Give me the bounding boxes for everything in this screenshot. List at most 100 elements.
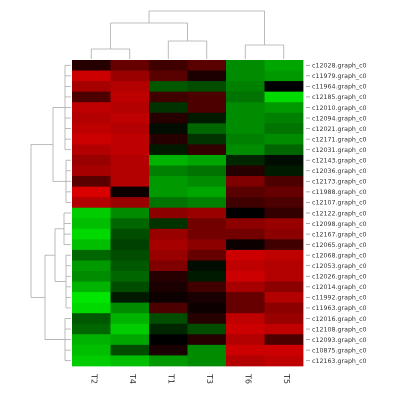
heatmap-cell (264, 102, 304, 114)
heatmap-cell (149, 207, 188, 219)
heatmap-cell (110, 249, 150, 261)
heatmap-cell (226, 271, 265, 282)
heatmap-cell (226, 197, 265, 209)
heatmap-cell (72, 154, 111, 166)
heatmap-cell (149, 292, 188, 304)
column-label: T4 (128, 373, 137, 384)
row-label: c12108.graph_c0 (312, 326, 367, 333)
heatmap-cell (149, 144, 188, 156)
row-labels: c12028.graph_c0 c11979.graph_c0 c11964.gra… (306, 63, 367, 365)
row-label: c12185.graph_c0 (312, 94, 367, 101)
heatmap-cell (264, 281, 304, 293)
heatmap-cell (187, 112, 227, 124)
heatmap-cell (72, 81, 111, 93)
heatmap-cell (187, 323, 227, 335)
heatmap-cell (110, 102, 150, 114)
heatmap-cell (264, 70, 304, 82)
heatmap-cell (72, 70, 111, 82)
heatmap-cell (110, 218, 150, 230)
heatmap-cell (187, 260, 227, 272)
heatmap-cell (149, 281, 188, 293)
heatmap-cell (72, 355, 111, 367)
heatmap-cell (110, 355, 150, 367)
heatmap-cell (226, 60, 265, 71)
heatmap-cell (264, 323, 304, 335)
heatmap-cell (187, 186, 227, 198)
heatmap-cell (110, 271, 150, 282)
heatmap-cell (226, 133, 265, 145)
column-label: T1 (166, 373, 175, 384)
heatmap-cell (110, 154, 150, 166)
heatmap-cell (226, 281, 265, 293)
heatmap-cell (226, 112, 265, 124)
heatmap-cell (72, 239, 111, 251)
heatmap-cell (149, 218, 188, 230)
heatmap-cell (110, 313, 150, 325)
heatmap-cell (72, 144, 111, 156)
row-label: c11964.graph_c0 (312, 84, 367, 91)
heatmap-cell (149, 133, 188, 145)
row-label: c12122.graph_c0 (312, 210, 367, 217)
heatmap-cell (226, 344, 265, 356)
heatmap-cell (226, 176, 265, 187)
heatmap-cell (264, 112, 304, 124)
heatmap-cell (226, 323, 265, 335)
heatmap-cell (149, 186, 188, 198)
row-label: c12068.graph_c0 (312, 252, 367, 259)
heatmap-cell (226, 292, 265, 304)
heatmap-cell (264, 292, 304, 304)
heatmap-cell (72, 281, 111, 293)
heatmap-cell (72, 176, 111, 187)
row-label: c12143.graph_c0 (312, 158, 367, 165)
heatmap-cell (187, 239, 227, 251)
heatmap-cell (149, 323, 188, 335)
heatmap-cell (226, 249, 265, 261)
row-label: c12028.graph_c0 (312, 63, 367, 70)
heatmap-cell (72, 218, 111, 230)
heatmap-cell (110, 165, 150, 177)
row-label: c12173.graph_c0 (312, 179, 367, 186)
heatmap-cell (264, 228, 304, 240)
heatmap-cell (187, 176, 227, 187)
heatmap-cell (264, 334, 304, 346)
heatmap-cell (187, 302, 227, 314)
heatmap-cell (110, 228, 150, 240)
heatmap-cell (226, 334, 265, 346)
heatmap-cell (187, 355, 227, 367)
heatmap-cell (110, 323, 150, 335)
heatmap-cell (110, 112, 150, 124)
row-label: c11979.graph_c0 (312, 73, 367, 80)
heatmap-cell (72, 123, 111, 135)
heatmap-cell (72, 271, 111, 282)
heatmap-cell (187, 218, 227, 230)
heatmap-cell (226, 355, 265, 367)
heatmap-cell (264, 239, 304, 251)
heatmap-cell (72, 197, 111, 209)
heatmap-cell (110, 344, 150, 356)
heatmap-cell (226, 186, 265, 198)
heatmap-cell (226, 207, 265, 219)
heatmap-cell (110, 176, 150, 187)
heatmap-cell (226, 70, 265, 82)
heatmap-cell (149, 70, 188, 82)
heatmap-cell (187, 154, 227, 166)
row-label: c12053.graph_c0 (312, 263, 367, 270)
heatmap-cell (72, 133, 111, 145)
heatmap-cell (264, 207, 304, 219)
heatmap-cell (264, 60, 304, 71)
heatmap-cell (149, 60, 188, 71)
row-label: c10875.graph_c0 (312, 347, 367, 354)
heatmap-cell (226, 144, 265, 156)
heatmap-cell (72, 302, 111, 314)
heatmap-cell (187, 81, 227, 93)
heatmap-cell (187, 249, 227, 261)
heatmap-cell (110, 186, 150, 198)
heatmap-cell (72, 313, 111, 325)
heatmap-cell (149, 102, 188, 114)
heatmap-cell (72, 334, 111, 346)
heatmap-cell (187, 344, 227, 356)
row-label: c12107.graph_c0 (312, 200, 367, 207)
heatmap-cell (187, 197, 227, 209)
